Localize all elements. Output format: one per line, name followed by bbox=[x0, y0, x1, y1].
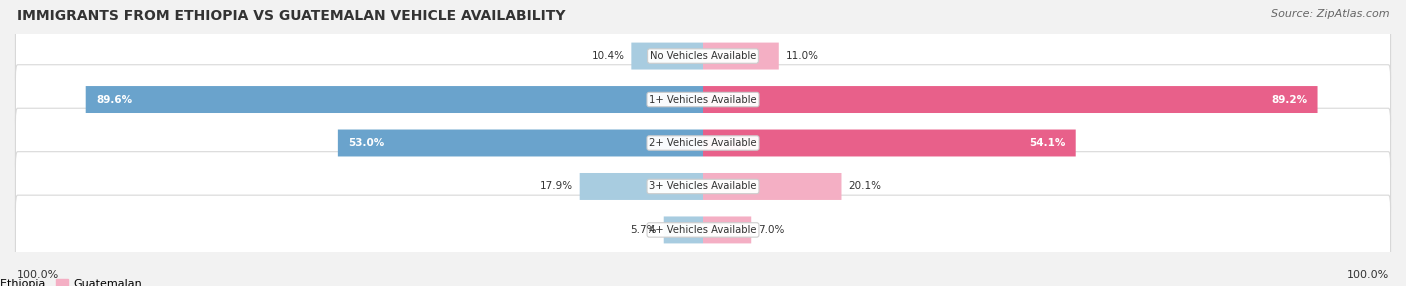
Text: 17.9%: 17.9% bbox=[540, 182, 572, 191]
Text: Source: ZipAtlas.com: Source: ZipAtlas.com bbox=[1271, 9, 1389, 19]
Text: 2+ Vehicles Available: 2+ Vehicles Available bbox=[650, 138, 756, 148]
Text: 100.0%: 100.0% bbox=[17, 270, 59, 280]
FancyBboxPatch shape bbox=[15, 65, 1391, 134]
Text: 11.0%: 11.0% bbox=[786, 51, 818, 61]
Text: 54.1%: 54.1% bbox=[1029, 138, 1066, 148]
FancyBboxPatch shape bbox=[703, 217, 751, 243]
FancyBboxPatch shape bbox=[86, 86, 703, 113]
Text: 89.6%: 89.6% bbox=[96, 95, 132, 104]
Text: 20.1%: 20.1% bbox=[848, 182, 882, 191]
Text: 5.7%: 5.7% bbox=[630, 225, 657, 235]
FancyBboxPatch shape bbox=[15, 152, 1391, 221]
FancyBboxPatch shape bbox=[703, 43, 779, 69]
FancyBboxPatch shape bbox=[15, 195, 1391, 265]
FancyBboxPatch shape bbox=[337, 130, 703, 156]
FancyBboxPatch shape bbox=[15, 108, 1391, 178]
FancyBboxPatch shape bbox=[703, 130, 1076, 156]
Text: IMMIGRANTS FROM ETHIOPIA VS GUATEMALAN VEHICLE AVAILABILITY: IMMIGRANTS FROM ETHIOPIA VS GUATEMALAN V… bbox=[17, 9, 565, 23]
Text: 10.4%: 10.4% bbox=[592, 51, 624, 61]
Text: 89.2%: 89.2% bbox=[1271, 95, 1308, 104]
FancyBboxPatch shape bbox=[703, 86, 1317, 113]
Text: 100.0%: 100.0% bbox=[1347, 270, 1389, 280]
Text: 4+ Vehicles Available: 4+ Vehicles Available bbox=[650, 225, 756, 235]
Text: 3+ Vehicles Available: 3+ Vehicles Available bbox=[650, 182, 756, 191]
Text: No Vehicles Available: No Vehicles Available bbox=[650, 51, 756, 61]
FancyBboxPatch shape bbox=[579, 173, 703, 200]
Text: 7.0%: 7.0% bbox=[758, 225, 785, 235]
FancyBboxPatch shape bbox=[15, 21, 1391, 91]
FancyBboxPatch shape bbox=[664, 217, 703, 243]
FancyBboxPatch shape bbox=[703, 173, 841, 200]
Text: 1+ Vehicles Available: 1+ Vehicles Available bbox=[650, 95, 756, 104]
Text: 53.0%: 53.0% bbox=[349, 138, 384, 148]
Legend: Immigrants from Ethiopia, Guatemalan: Immigrants from Ethiopia, Guatemalan bbox=[0, 275, 146, 286]
FancyBboxPatch shape bbox=[631, 43, 703, 69]
